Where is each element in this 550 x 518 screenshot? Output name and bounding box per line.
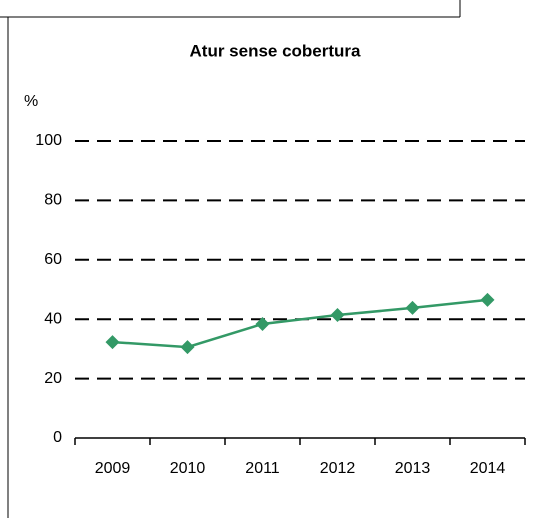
chart-title: Atur sense cobertura	[190, 41, 362, 60]
data-point	[405, 300, 420, 315]
data-point	[180, 340, 195, 355]
data-point	[105, 335, 120, 350]
data-point	[480, 292, 495, 307]
x-tick-label: 2012	[320, 460, 356, 477]
y-tick-label: 20	[44, 370, 62, 387]
x-tick-label: 2009	[95, 460, 131, 477]
data-line	[112, 298, 488, 349]
x-tick-label: 2013	[395, 460, 431, 477]
x-tick-label: 2014	[470, 460, 506, 477]
y-tick-label: 60	[44, 251, 62, 268]
y-tick-label: 80	[44, 192, 62, 209]
data-point	[330, 308, 345, 323]
y-axis-label: %	[24, 93, 38, 110]
y-tick-label: 100	[35, 132, 62, 149]
y-tick-label: 40	[44, 310, 62, 327]
data-point	[255, 316, 270, 331]
x-tick-label: 2011	[245, 460, 280, 477]
y-tick-label: 0	[53, 429, 62, 446]
x-tick-label: 2010	[170, 460, 206, 477]
